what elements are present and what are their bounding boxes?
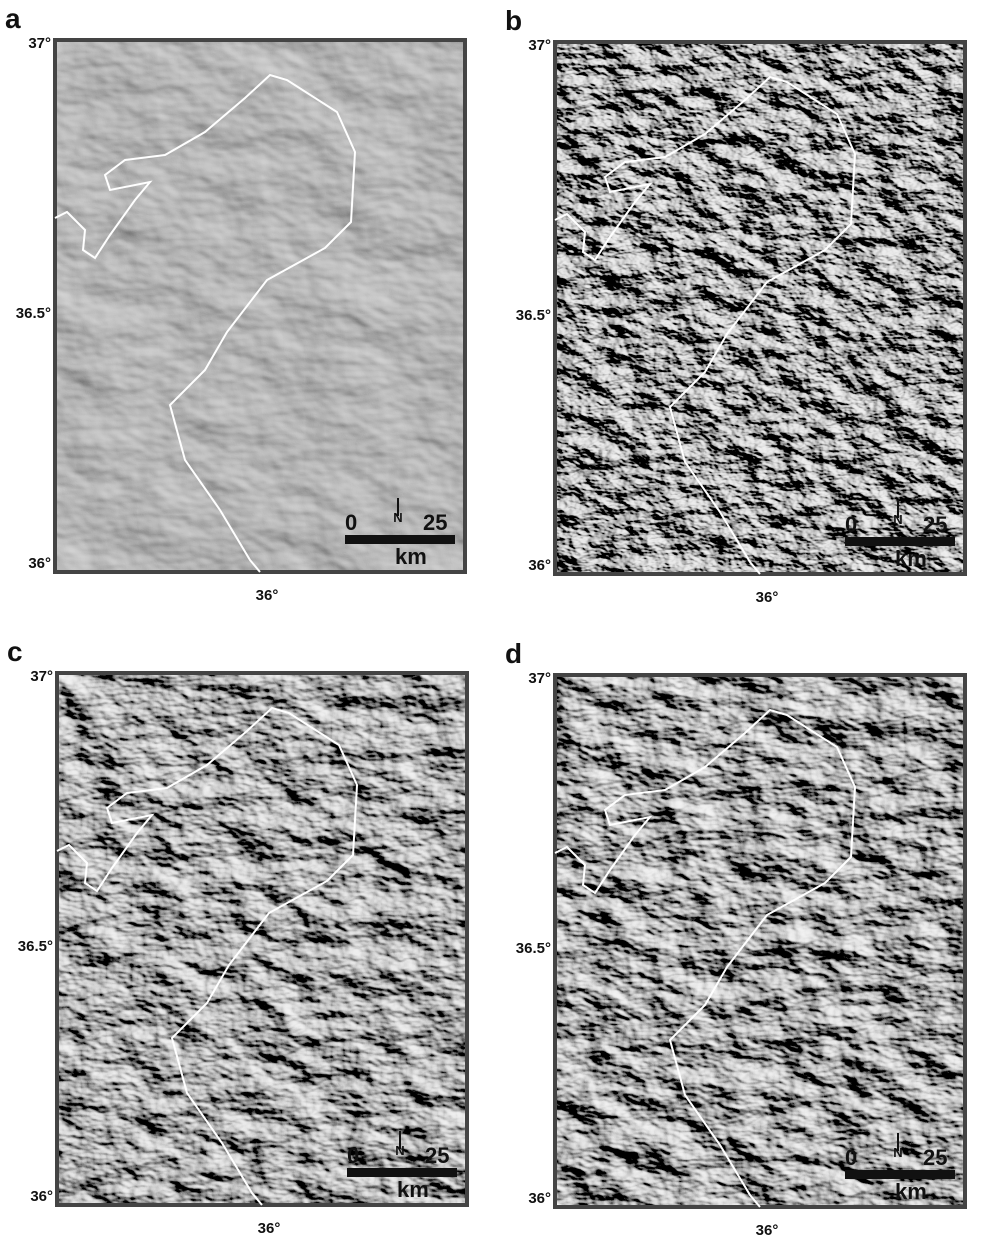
- north-label: N: [893, 1145, 902, 1160]
- scale-end: 25: [923, 1145, 947, 1170]
- boundary-line: [56, 706, 359, 1206]
- scale-start: 0: [347, 1143, 359, 1168]
- latitude-label: 36°: [528, 1190, 551, 1207]
- scale-start: 0: [845, 1145, 857, 1170]
- scale-bar: [347, 1168, 457, 1177]
- latitude-label: 37°: [528, 670, 551, 687]
- longitude-label: 36°: [258, 1220, 281, 1237]
- longitude-label: 36°: [256, 587, 279, 604]
- latitude-label: 36.5°: [516, 940, 551, 957]
- panel-label: a: [5, 3, 21, 34]
- panel-label: c: [7, 636, 23, 667]
- scale-bar: [345, 535, 455, 544]
- scale-bar: [845, 1170, 955, 1179]
- map-relief: [57, 673, 467, 1205]
- scale-unit: km: [395, 544, 427, 569]
- scale-unit: km: [397, 1177, 429, 1202]
- scale-unit: km: [895, 546, 927, 571]
- panel-label: d: [505, 638, 522, 669]
- boundary-line: [554, 75, 857, 575]
- boundary-line: [54, 73, 357, 573]
- map-panel: a 37° 36.5° 36° 36° 0 25 km N: [5, 3, 467, 604]
- latitude-label: 36.5°: [18, 938, 53, 955]
- scale-start: 0: [845, 512, 857, 537]
- scale-start: 0: [345, 510, 357, 535]
- longitude-label: 36°: [756, 589, 779, 606]
- north-label: N: [893, 512, 902, 527]
- latitude-label: 36°: [30, 1188, 53, 1205]
- boundary-line: [554, 708, 857, 1208]
- latitude-label: 37°: [30, 668, 53, 685]
- map-relief: [55, 40, 465, 572]
- map-relief: [555, 675, 965, 1207]
- map-panel: d 37° 36.5° 36° 36° 0 25 km N: [505, 638, 967, 1239]
- scale-bar: [845, 537, 955, 546]
- latitude-label: 36°: [528, 557, 551, 574]
- latitude-label: 37°: [28, 35, 51, 52]
- north-label: N: [395, 1143, 404, 1158]
- map-panel: c 37° 36.5° 36° 36° 0 25 km N: [7, 636, 469, 1237]
- panel-label: b: [505, 5, 522, 36]
- scale-end: 25: [425, 1143, 449, 1168]
- latitude-label: 36.5°: [16, 305, 51, 322]
- longitude-label: 36°: [756, 1222, 779, 1239]
- latitude-label: 37°: [528, 37, 551, 54]
- scale-unit: km: [895, 1179, 927, 1204]
- scale-end: 25: [923, 512, 947, 537]
- latitude-label: 36°: [28, 555, 51, 572]
- latitude-label: 36.5°: [516, 307, 551, 324]
- map-panel: b 37° 36.5° 36° 36° 0 25 km N: [505, 5, 967, 606]
- north-label: N: [393, 510, 402, 525]
- scale-end: 25: [423, 510, 447, 535]
- map-relief: [555, 42, 965, 574]
